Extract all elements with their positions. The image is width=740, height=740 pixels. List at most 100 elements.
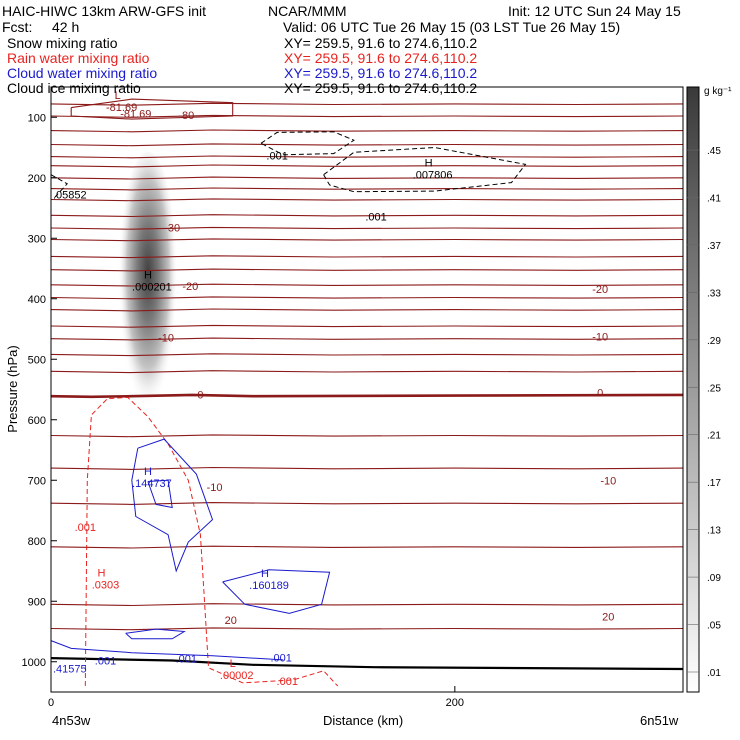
- colorbar-label: .37: [707, 241, 721, 252]
- cloud-water-contour-small: [125, 628, 186, 640]
- extremum-value: .0303: [92, 579, 120, 591]
- extremum-value: .00002: [220, 670, 254, 682]
- extremum-letter: L: [115, 90, 121, 102]
- field-cloudwater-name: Cloud water mixing ratio: [7, 65, 158, 81]
- extremum-letter: H: [425, 158, 433, 170]
- extremum-letter: H: [261, 568, 269, 580]
- isotherm-line: [50, 176, 684, 180]
- isotherm-line: [50, 187, 684, 191]
- isotherm-label: -81.69: [120, 109, 151, 121]
- plot-frame: [50, 86, 684, 693]
- y-tick-label: 800: [28, 536, 46, 548]
- extremum-letter: H: [144, 466, 152, 478]
- y-tick-label: 200: [28, 173, 46, 185]
- x-endpoint-right: 6n51w: [640, 713, 679, 728]
- contour-value-label: .001: [365, 211, 386, 223]
- colorbar-label: .45: [707, 146, 721, 157]
- contour-value-label: .05852: [53, 190, 87, 202]
- isotherm-line: [50, 308, 684, 312]
- isotherm-label: 20: [602, 611, 614, 623]
- isotherm-label: -20: [182, 281, 198, 293]
- isotherm-label: -30: [164, 222, 180, 234]
- cloud-ice-shading: [117, 151, 178, 422]
- y-tick-label: 500: [28, 354, 46, 366]
- isotherm-line: [50, 214, 684, 218]
- isotherm-label: -10: [207, 482, 223, 494]
- isotherm-line: [50, 466, 684, 470]
- extremum-value: .160189: [249, 580, 289, 592]
- colorbar-label: .33: [707, 288, 721, 299]
- isotherm-minimum-line: [70, 98, 234, 120]
- isotherm-line: [50, 627, 684, 631]
- y-tick-label: 700: [28, 475, 46, 487]
- isotherm-line: [50, 434, 684, 438]
- isotherm-line: [50, 268, 684, 272]
- x-tick-label: 0: [48, 697, 54, 709]
- field-snow-xy: XY= 259.5, 91.6 to 274.6,110.2: [284, 35, 478, 51]
- colorbar: .01 .05 .09 .13 .17 .21 .25 .29 .33 .37 .41 .45: [686, 86, 721, 693]
- isotherm-line: [50, 296, 684, 300]
- isotherm-line: [50, 114, 684, 118]
- colorbar-label: .25: [707, 383, 721, 394]
- y-axis-title: Pressure (hPa): [5, 345, 20, 433]
- isotherm-label: -10: [158, 332, 174, 344]
- y-tick-label: 1000: [22, 657, 46, 669]
- extremum-value: .000201: [132, 282, 172, 294]
- isotherm-label: -10: [592, 331, 608, 343]
- colorbar-label: .13: [707, 526, 721, 537]
- contour-value-label: .001: [95, 656, 116, 668]
- terrain-surface-line: [50, 657, 684, 671]
- x-tick-label: 200: [446, 697, 464, 709]
- isotherm-label: 0: [597, 388, 603, 400]
- x-endpoint-left: 4n53w: [52, 713, 91, 728]
- y-tick-label: 100: [28, 112, 46, 124]
- extremum-value: .144737: [132, 478, 172, 490]
- field-ice-name: Cloud ice mixing ratio: [7, 80, 141, 96]
- extremum-letter: L: [230, 658, 236, 670]
- cloud-ice-shaded-region: [117, 151, 178, 422]
- isotherm-label: -80: [178, 110, 194, 122]
- isotherm-label: -20: [592, 284, 608, 296]
- contour-value-label: .001: [75, 522, 96, 534]
- extremum-letter: H: [144, 270, 152, 282]
- x-axis-title: Distance (km): [323, 713, 404, 728]
- extremum-value: .007806: [413, 170, 453, 182]
- header-fcst-value: 42 h: [52, 19, 80, 35]
- isotherm-line: [50, 226, 684, 230]
- isotherm-line: [50, 545, 684, 549]
- cloud-water-contour-large: [131, 438, 214, 573]
- contour-value-label: .001: [176, 654, 197, 666]
- isotherm-zero-line: [50, 393, 684, 399]
- colorbar-gradient: [686, 86, 700, 693]
- isotherm-line: [50, 337, 684, 341]
- isotherm-label: 0: [197, 389, 203, 401]
- header-init: Init: 12 UTC Sun 24 May 15: [508, 3, 681, 19]
- contour-value-label: .001: [277, 676, 298, 688]
- isotherm-line: [50, 255, 684, 259]
- colorbar-label: .41: [707, 193, 721, 204]
- y-tick-label: 900: [28, 596, 46, 608]
- ice-contour-small: [260, 131, 355, 156]
- field-ice-xy: XY= 259.5, 91.6 to 274.6,110.2: [284, 80, 478, 96]
- extremum-letter: H: [98, 567, 106, 579]
- header-title: HAIC-HIWC 13km ARW-GFS init: [2, 3, 207, 19]
- contour-value-label: .41575: [53, 663, 87, 675]
- isotherm-line: [50, 603, 684, 607]
- contour-value-label: .001: [266, 150, 287, 162]
- isotherm-line: [50, 164, 684, 168]
- ice-contour-edge: [50, 174, 68, 198]
- field-snow-name: Snow mixing ratio: [7, 35, 118, 51]
- isotherm-line: [50, 370, 684, 374]
- isotherm-line: [50, 102, 684, 106]
- colorbar-unit: g kg⁻¹: [704, 86, 732, 97]
- ice-contour-closed: [323, 146, 527, 193]
- colorbar-label: .01: [707, 668, 721, 679]
- colorbar-label: .09: [707, 573, 721, 584]
- header-fcst-label: Fcst:: [2, 19, 33, 35]
- y-tick-label: 600: [28, 415, 46, 427]
- isotherm-line: [50, 129, 684, 133]
- isotherm-label: 20: [225, 615, 237, 627]
